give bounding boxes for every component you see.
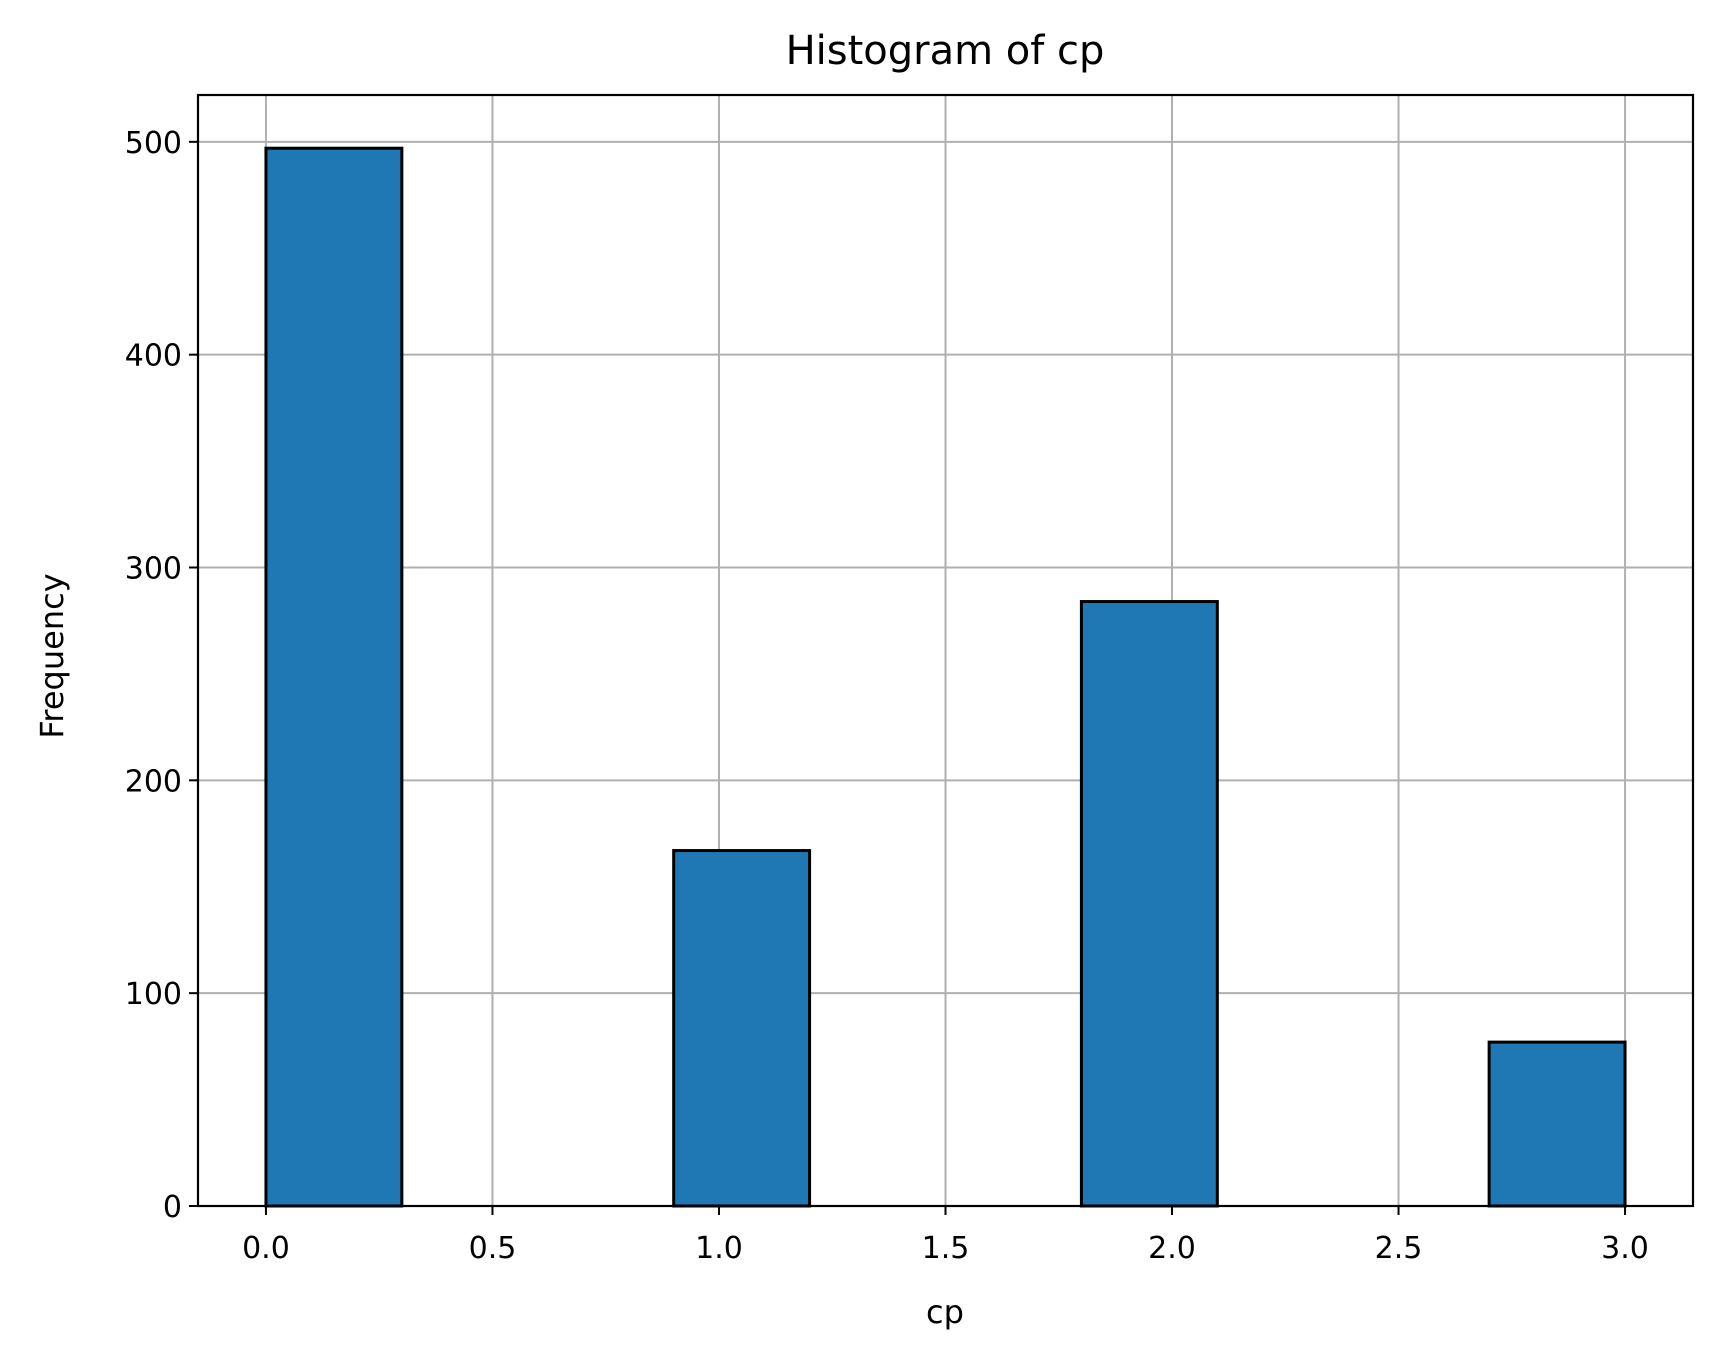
x-tick-label: 2.5 bbox=[1375, 1231, 1423, 1266]
x-tick-label: 3.0 bbox=[1601, 1231, 1649, 1266]
x-tick-label: 0.5 bbox=[469, 1231, 517, 1266]
x-axis-label: cp bbox=[926, 1293, 964, 1331]
y-axis-label: Frequency bbox=[33, 573, 71, 738]
x-tick-label: 1.0 bbox=[695, 1231, 743, 1266]
x-tick-label: 1.5 bbox=[922, 1231, 970, 1266]
x-tick-label: 2.0 bbox=[1148, 1231, 1196, 1266]
x-tick-label: 0.0 bbox=[242, 1231, 290, 1266]
tick-layer: 0.0 0.5 1.0 1.5 2.0 2.5 3.0 0 100 200 300 400 500 bbox=[125, 126, 1649, 1266]
bar-layer bbox=[264, 146, 1627, 1208]
chart-title: Histogram of cp bbox=[786, 28, 1105, 74]
y-tick-label: 0 bbox=[163, 1190, 182, 1225]
histogram-bar bbox=[1079, 600, 1219, 1208]
histogram-bar bbox=[672, 849, 812, 1208]
histogram-bar bbox=[264, 146, 404, 1208]
histogram-bar bbox=[1487, 1040, 1627, 1208]
y-tick-label: 100 bbox=[125, 977, 182, 1012]
y-tick-label: 400 bbox=[125, 339, 182, 374]
grid-layer bbox=[198, 95, 1693, 1207]
y-tick-label: 500 bbox=[125, 126, 182, 161]
y-tick-label: 300 bbox=[125, 551, 182, 586]
y-tick-label: 200 bbox=[125, 764, 182, 799]
